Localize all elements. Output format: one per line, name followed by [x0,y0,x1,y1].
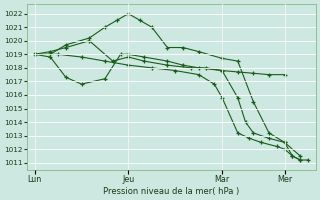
X-axis label: Pression niveau de la mer( hPa ): Pression niveau de la mer( hPa ) [103,187,239,196]
